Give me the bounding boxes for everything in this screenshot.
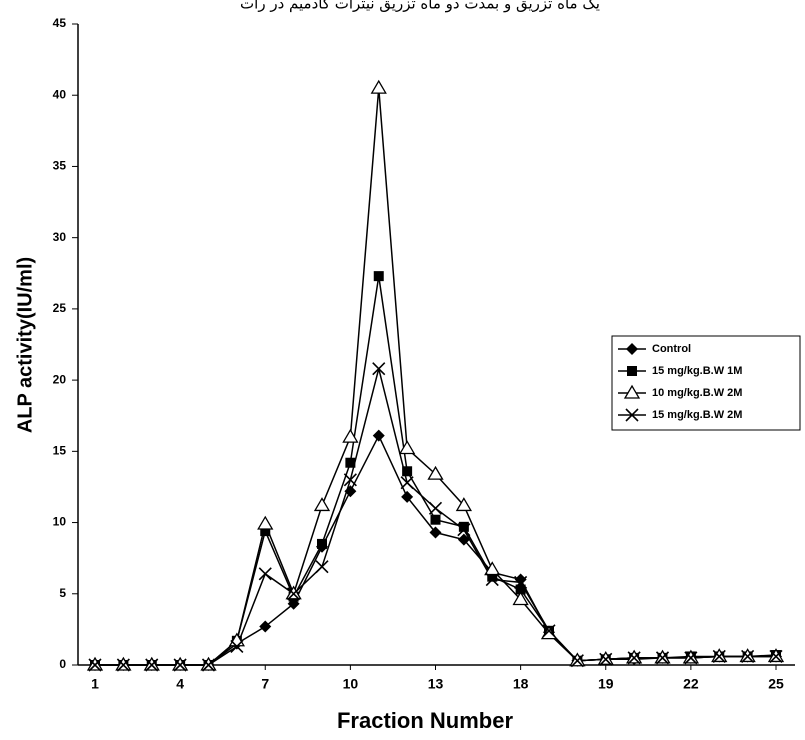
marker	[684, 651, 698, 665]
y-tick-label: 35	[53, 159, 67, 173]
marker	[401, 490, 414, 503]
y-tick-label: 5	[59, 586, 66, 600]
x-tick-label: 19	[598, 676, 614, 692]
marker	[173, 658, 187, 672]
marker	[373, 271, 384, 282]
marker	[430, 514, 441, 525]
marker	[540, 625, 558, 640]
marker	[260, 526, 271, 537]
marker	[257, 515, 274, 530]
marker	[542, 624, 556, 638]
y-tick-label: 20	[53, 372, 67, 386]
marker	[230, 639, 244, 654]
marker	[515, 584, 526, 595]
marker	[570, 654, 584, 668]
marker	[372, 362, 386, 376]
marker	[625, 408, 639, 422]
x-tick-label: 25	[768, 676, 784, 692]
marker	[201, 658, 216, 672]
legend-label: 15 mg/kg.B.W 2M	[652, 409, 742, 421]
marker	[485, 572, 499, 587]
x-tick-label: 1	[91, 676, 99, 692]
y-tick-label: 40	[53, 87, 67, 101]
marker	[402, 466, 413, 477]
marker	[484, 561, 501, 576]
marker	[626, 343, 638, 355]
marker	[457, 533, 470, 546]
marker	[427, 465, 444, 480]
x-tick-label: 13	[428, 676, 444, 692]
marker	[623, 384, 641, 399]
marker	[145, 658, 159, 672]
marker	[741, 649, 755, 664]
y-tick-label: 30	[53, 230, 67, 244]
marker	[372, 429, 385, 442]
marker	[769, 649, 783, 664]
x-tick-label: 22	[683, 676, 699, 692]
y-tick-label: 45	[53, 16, 67, 30]
x-axis-label: Fraction Number	[337, 708, 513, 733]
marker	[627, 366, 637, 376]
marker	[398, 440, 416, 455]
marker	[343, 473, 357, 487]
marker	[370, 79, 387, 94]
marker	[88, 658, 102, 672]
y-tick-label: 0	[59, 657, 66, 671]
y-tick-label: 15	[53, 444, 67, 458]
marker	[313, 497, 331, 512]
marker	[317, 538, 327, 549]
marker	[259, 620, 272, 633]
legend-label: Control	[652, 343, 691, 355]
x-tick-label: 10	[343, 676, 359, 692]
y-tick-label: 25	[53, 301, 67, 315]
marker	[487, 571, 498, 582]
marker	[455, 497, 473, 512]
marker	[599, 652, 613, 666]
x-tick-label: 7	[261, 676, 269, 692]
marker	[116, 658, 130, 672]
x-tick-label: 18	[513, 676, 529, 692]
marker	[712, 649, 726, 664]
y-axis-label: ALP activity(IU/ml)	[14, 257, 36, 433]
marker	[655, 651, 670, 665]
marker	[287, 587, 301, 601]
marker	[428, 501, 443, 515]
x-tick-label: 4	[176, 676, 184, 692]
y-tick-label: 10	[53, 515, 67, 529]
marker	[258, 567, 272, 581]
marker	[627, 651, 641, 665]
marker	[512, 591, 529, 606]
marker	[344, 485, 357, 498]
marker	[342, 428, 359, 443]
marker	[457, 523, 471, 537]
marker	[400, 476, 414, 490]
chart-title: یک ماه تزریق و بمدت دو ماه تزریق نیترات …	[240, 0, 600, 13]
marker	[514, 573, 527, 586]
legend-label: 10 mg/kg.B.W 2M	[652, 387, 742, 399]
legend-label: 15 mg/kg.B.W 1M	[652, 365, 742, 377]
marker	[315, 560, 329, 574]
marker	[514, 575, 528, 589]
marker	[345, 457, 356, 468]
marker	[429, 526, 442, 539]
marker	[458, 521, 469, 532]
